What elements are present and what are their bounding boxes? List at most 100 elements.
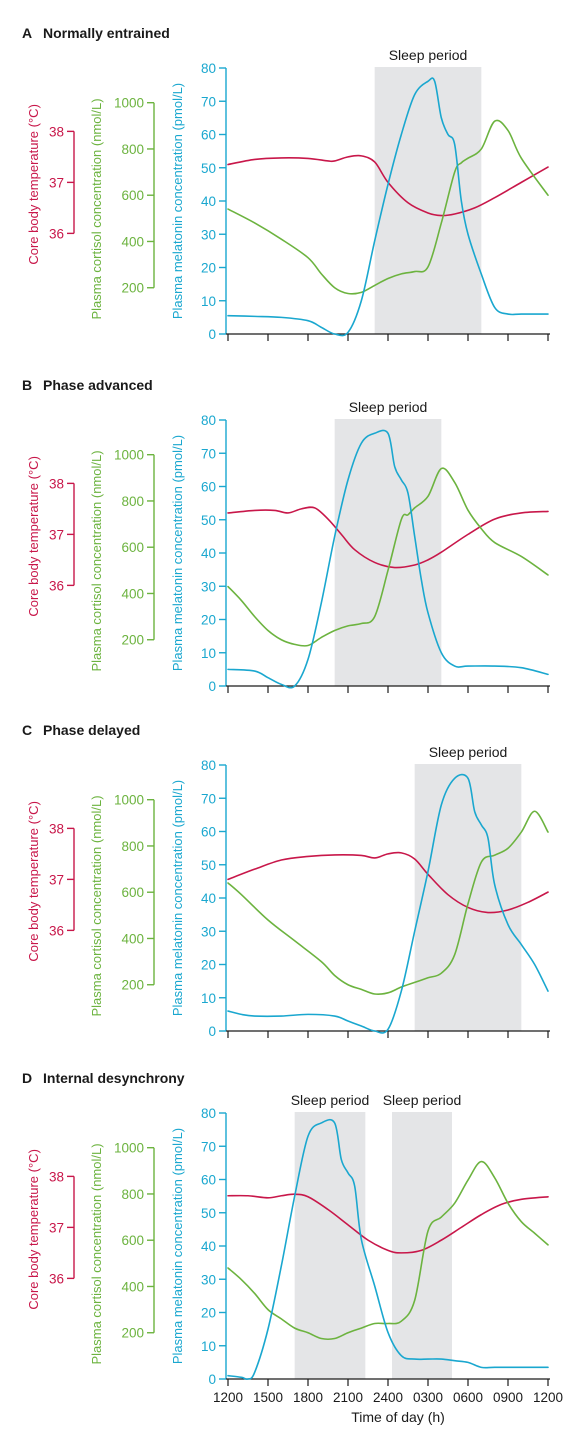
temperature-tick-label: 37 <box>49 527 64 542</box>
cortisol-line <box>227 119 549 295</box>
sleep-periods: Sleep period <box>374 47 482 334</box>
panel-letter: C <box>22 722 32 738</box>
x-tick-label: 2400 <box>373 1390 403 1405</box>
temperature-tick-label: 37 <box>49 175 64 190</box>
sleep-period-label: Sleep period <box>291 1092 370 1108</box>
melatonin-tick-label: 30 <box>201 924 216 939</box>
sleep-period-band <box>414 764 522 1031</box>
melatonin-tick-label: 0 <box>208 1024 216 1039</box>
melatonin-tick-label: 70 <box>201 94 216 109</box>
melatonin-tick-label: 20 <box>201 958 216 973</box>
series-lines <box>227 773 549 1034</box>
panel-title: Internal desynchrony <box>43 1070 185 1086</box>
panel-title: Phase advanced <box>43 377 153 393</box>
sleep-period-band <box>294 1112 366 1379</box>
x-axis: 1200 1500 1800 2100 2400 0300 0600 0900 1200 Time… <box>213 1378 563 1425</box>
temperature-axis: 36 37 38 Core body temperature (°C) <box>26 456 75 617</box>
temperature-axis: 36 37 38 Core body temperature (°C) <box>26 104 75 265</box>
cortisol-tick-label: 600 <box>121 885 144 900</box>
melatonin-axis: 0 10 20 30 40 50 60 70 80 Plasma melatonin concen… <box>170 61 227 342</box>
melatonin-tick-label: 60 <box>201 1173 216 1188</box>
melatonin-tick-label: 0 <box>208 679 216 694</box>
cortisol-tick-label: 600 <box>121 1233 144 1248</box>
melatonin-tick-label: 0 <box>208 1372 216 1387</box>
cortisol-tick-label: 800 <box>121 142 144 157</box>
temperature-tick-label: 37 <box>49 872 64 887</box>
cortisol-tick-label: 200 <box>121 978 144 993</box>
temperature-tick-label: 38 <box>49 1169 64 1184</box>
temperature-axis-label: Core body temperature (°C) <box>26 456 41 617</box>
melatonin-tick-label: 50 <box>201 858 216 873</box>
panel-title: Normally entrained <box>43 25 170 41</box>
temperature-tick-label: 37 <box>49 1220 64 1235</box>
panel-letter: D <box>22 1070 32 1086</box>
temperature-line <box>227 851 549 914</box>
melatonin-tick-label: 60 <box>201 128 216 143</box>
cortisol-axis: 200 400 600 800 1000 Plasma cortisol concentr… <box>89 96 155 320</box>
cortisol-tick-label: 400 <box>121 1279 144 1294</box>
cortisol-tick-label: 1000 <box>114 448 144 463</box>
temperature-tick-label: 36 <box>49 1271 64 1286</box>
sleep-period-label: Sleep period <box>389 47 468 63</box>
melatonin-axis: 0 10 20 30 40 50 60 70 80 Plasma melatonin concen… <box>170 413 227 694</box>
x-tick-label: 0300 <box>413 1390 443 1405</box>
cortisol-tick-label: 200 <box>121 281 144 296</box>
cortisol-tick-label: 800 <box>121 839 144 854</box>
melatonin-axis-label: Plasma melatonin concentration (pmol/L) <box>170 435 185 671</box>
sleep-periods: Sleep period <box>334 399 442 686</box>
x-axis <box>226 685 550 693</box>
melatonin-tick-label: 30 <box>201 1272 216 1287</box>
melatonin-tick-label: 40 <box>201 891 216 906</box>
cortisol-tick-label: 1000 <box>114 96 144 111</box>
sleep-period-band <box>334 419 442 686</box>
melatonin-tick-label: 40 <box>201 546 216 561</box>
melatonin-line <box>227 773 549 1034</box>
x-tick-label: 0900 <box>493 1390 523 1405</box>
cortisol-axis-label: Plasma cortisol concentration (nmol/L) <box>89 1143 104 1364</box>
temperature-tick-label: 36 <box>49 923 64 938</box>
cortisol-axis-label: Plasma cortisol concentration (nmol/L) <box>89 450 104 671</box>
melatonin-axis: 0 10 20 30 40 50 60 70 80 Plasma melatonin concen… <box>170 1106 227 1387</box>
temperature-axis-label: Core body temperature (°C) <box>26 104 41 265</box>
melatonin-tick-label: 70 <box>201 1139 216 1154</box>
melatonin-tick-label: 50 <box>201 513 216 528</box>
melatonin-tick-label: 50 <box>201 161 216 176</box>
cortisol-line <box>227 1160 549 1341</box>
melatonin-tick-label: 30 <box>201 579 216 594</box>
sleep-periods: Sleep period <box>414 744 522 1031</box>
cortisol-tick-label: 200 <box>121 1326 144 1341</box>
cortisol-tick-label: 800 <box>121 494 144 509</box>
cortisol-tick-label: 200 <box>121 633 144 648</box>
melatonin-tick-label: 80 <box>201 61 216 76</box>
melatonin-line <box>227 1118 549 1380</box>
cortisol-tick-label: 400 <box>121 234 144 249</box>
x-axis <box>226 333 550 341</box>
melatonin-tick-label: 40 <box>201 1239 216 1254</box>
melatonin-tick-label: 60 <box>201 825 216 840</box>
temperature-tick-label: 38 <box>49 821 64 836</box>
x-tick-label: 1500 <box>253 1390 283 1405</box>
temperature-tick-label: 36 <box>49 226 64 241</box>
cortisol-axis: 200 400 600 800 1000 Plasma cortisol concentr… <box>89 448 155 672</box>
x-axis <box>226 1030 550 1038</box>
melatonin-tick-label: 80 <box>201 1106 216 1121</box>
x-tick-label: 0600 <box>453 1390 483 1405</box>
x-axis-title: Time of day (h) <box>351 1409 445 1425</box>
melatonin-tick-label: 10 <box>201 294 216 309</box>
cortisol-tick-label: 600 <box>121 540 144 555</box>
melatonin-tick-label: 80 <box>201 413 216 428</box>
panel-title: Phase delayed <box>43 722 140 738</box>
melatonin-tick-label: 60 <box>201 480 216 495</box>
x-tick-label: 2100 <box>333 1390 363 1405</box>
melatonin-tick-label: 40 <box>201 194 216 209</box>
panel-letter: A <box>22 25 32 41</box>
panels-root: A Normally entrained Sleep period 36 37 38 Cor… <box>22 25 563 1425</box>
temperature-tick-label: 36 <box>49 578 64 593</box>
cortisol-tick-label: 800 <box>121 1187 144 1202</box>
cortisol-axis-label: Plasma cortisol concentration (nmol/L) <box>89 98 104 319</box>
sleep-period-label: Sleep period <box>429 744 508 760</box>
melatonin-tick-label: 20 <box>201 261 216 276</box>
series-lines <box>227 1118 549 1380</box>
panel-letter: B <box>22 377 32 393</box>
temperature-line <box>227 154 549 217</box>
